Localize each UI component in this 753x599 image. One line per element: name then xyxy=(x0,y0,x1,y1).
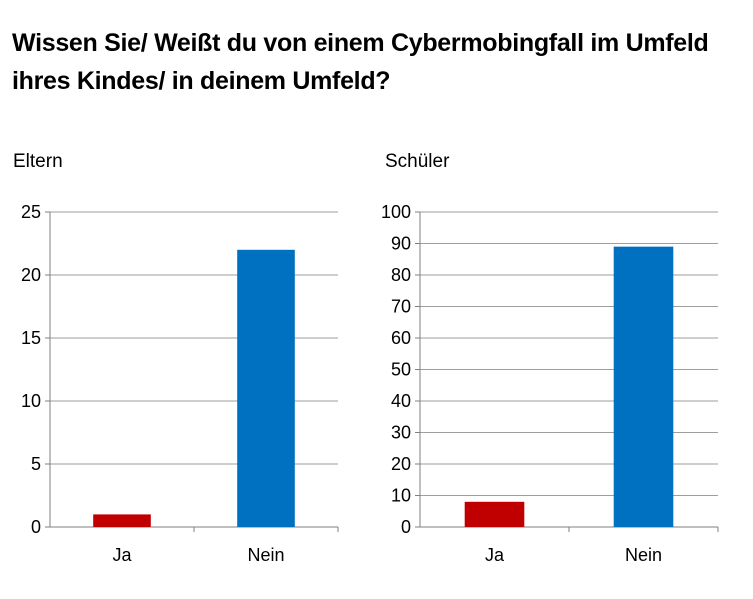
y-tick-label: 10 xyxy=(391,486,411,506)
y-tick-label: 20 xyxy=(391,454,411,474)
bar-ja xyxy=(93,514,151,527)
chart-schueler: Schüler 0 10 20 30 40 50 60 70 80 90 100 Ja Nein xyxy=(375,150,735,590)
y-tick-label: 40 xyxy=(391,391,411,411)
y-tick-label: 20 xyxy=(21,265,41,285)
y-tick-label: 60 xyxy=(391,328,411,348)
chart-title: Eltern xyxy=(13,151,63,172)
bar-chart-eltern: 0 5 10 15 20 25 Ja Nein xyxy=(21,202,339,565)
bar-nein xyxy=(237,249,295,528)
y-tick-label: 5 xyxy=(31,454,41,474)
y-tick-label: 50 xyxy=(391,360,411,380)
x-tick-label: Nein xyxy=(625,545,662,565)
y-tick-label: 100 xyxy=(381,202,411,222)
y-tick-label: 15 xyxy=(21,328,41,348)
chart-eltern: Eltern 0 5 10 15 20 25 Ja Nein xyxy=(0,150,360,590)
y-tick-label: 0 xyxy=(31,517,41,537)
y-tick-label: 70 xyxy=(391,297,411,317)
bar-nein xyxy=(613,246,674,527)
y-tick-label: 25 xyxy=(21,202,41,222)
y-tick-label: 30 xyxy=(391,423,411,443)
y-tick-label: 80 xyxy=(391,265,411,285)
bar-ja xyxy=(464,501,525,527)
page-title: Wissen Sie/ Weißt du von einem Cybermobi… xyxy=(12,29,709,95)
x-tick-label: Ja xyxy=(112,545,132,565)
x-tick-label: Ja xyxy=(485,545,505,565)
y-tick-label: 10 xyxy=(21,391,41,411)
bar-chart-schueler: 0 10 20 30 40 50 60 70 80 90 100 Ja Nein xyxy=(381,202,719,565)
x-tick-label: Nein xyxy=(247,545,284,565)
chart-title: Schüler xyxy=(385,151,450,172)
y-tick-label: 90 xyxy=(391,234,411,254)
y-tick-label: 0 xyxy=(401,517,411,537)
